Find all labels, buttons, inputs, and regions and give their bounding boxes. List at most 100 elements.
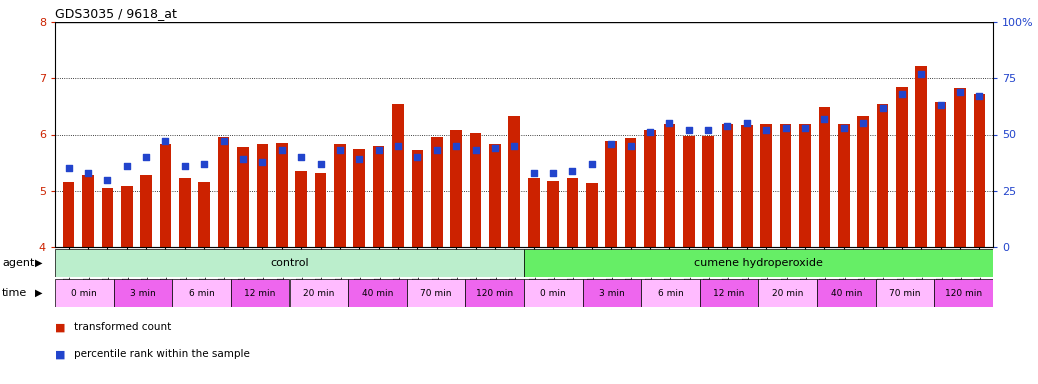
Text: ■: ■ <box>55 349 65 359</box>
Point <box>603 141 620 147</box>
Point <box>855 120 872 126</box>
Bar <box>799 124 811 247</box>
Bar <box>55 249 524 277</box>
Text: transformed count: transformed count <box>74 322 171 333</box>
Bar <box>641 279 700 307</box>
Bar <box>817 279 876 307</box>
Bar <box>605 141 617 247</box>
Bar <box>315 173 326 247</box>
Bar <box>373 146 384 247</box>
Point <box>641 129 658 135</box>
Point <box>661 120 678 126</box>
Text: 20 min: 20 min <box>772 288 803 298</box>
Point <box>235 156 251 162</box>
Point <box>351 156 367 162</box>
Point <box>331 147 348 153</box>
Point <box>952 89 968 95</box>
Bar <box>412 150 424 247</box>
Point <box>409 154 426 160</box>
Bar <box>179 179 191 247</box>
Point <box>157 138 173 144</box>
Bar <box>465 279 524 307</box>
Bar <box>974 94 985 247</box>
Bar <box>407 279 465 307</box>
Point <box>739 120 756 126</box>
Point <box>293 154 309 160</box>
Bar <box>296 170 307 247</box>
Bar <box>62 182 75 247</box>
Bar <box>256 144 268 247</box>
Point <box>719 122 736 129</box>
Bar <box>276 143 288 247</box>
Bar <box>645 130 656 247</box>
Point <box>972 93 988 99</box>
Bar <box>218 137 229 247</box>
Bar <box>120 186 133 247</box>
Point <box>913 71 930 77</box>
Bar <box>82 175 93 247</box>
Bar <box>625 139 636 247</box>
Bar <box>172 279 230 307</box>
Bar <box>102 188 113 247</box>
Bar <box>761 124 772 247</box>
Point <box>874 104 891 111</box>
Bar <box>876 279 934 307</box>
Point <box>371 147 387 153</box>
Bar <box>524 249 993 277</box>
Point <box>254 159 271 165</box>
Point <box>700 127 716 133</box>
Bar <box>528 179 540 247</box>
Point <box>487 145 503 151</box>
Bar <box>700 279 759 307</box>
Bar <box>431 137 442 247</box>
Text: 70 min: 70 min <box>890 288 921 298</box>
Bar <box>838 124 849 247</box>
Text: percentile rank within the sample: percentile rank within the sample <box>74 349 249 359</box>
Bar <box>759 279 817 307</box>
Bar <box>896 87 907 247</box>
Point <box>312 161 329 167</box>
Bar <box>392 104 404 247</box>
Point <box>758 127 774 133</box>
Bar <box>237 147 249 247</box>
Text: 6 min: 6 min <box>658 288 683 298</box>
Point <box>894 91 910 97</box>
Bar <box>683 136 694 247</box>
Bar <box>721 124 733 247</box>
Bar <box>290 279 348 307</box>
Text: GDS3035 / 9618_at: GDS3035 / 9618_at <box>55 7 176 20</box>
Text: 12 min: 12 min <box>245 288 276 298</box>
Point <box>389 143 406 149</box>
Text: 40 min: 40 min <box>830 288 863 298</box>
Text: 3 min: 3 min <box>599 288 625 298</box>
Point <box>138 154 155 160</box>
Point <box>273 147 290 153</box>
Point <box>525 170 542 176</box>
Point <box>60 165 77 171</box>
Text: 6 min: 6 min <box>189 288 215 298</box>
Text: cumene hydroperoxide: cumene hydroperoxide <box>694 258 823 268</box>
Bar <box>819 108 830 247</box>
Bar <box>954 88 966 247</box>
Bar <box>450 130 462 247</box>
Bar <box>663 124 675 247</box>
Point <box>836 125 852 131</box>
Bar <box>348 279 407 307</box>
Bar <box>741 125 753 247</box>
Bar <box>140 175 152 247</box>
Text: 120 min: 120 min <box>476 288 513 298</box>
Point <box>816 116 832 122</box>
Bar <box>230 279 290 307</box>
Bar <box>877 104 889 247</box>
Text: agent: agent <box>2 258 34 268</box>
Point <box>932 102 949 108</box>
Point <box>118 163 135 169</box>
Bar <box>113 279 172 307</box>
Bar <box>334 144 346 247</box>
Text: 70 min: 70 min <box>420 288 452 298</box>
Point <box>176 163 193 169</box>
Point <box>564 167 580 174</box>
Text: 0 min: 0 min <box>541 288 566 298</box>
Point <box>583 161 600 167</box>
Bar <box>524 279 582 307</box>
